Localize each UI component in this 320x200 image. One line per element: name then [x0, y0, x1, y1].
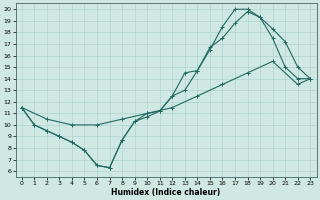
X-axis label: Humidex (Indice chaleur): Humidex (Indice chaleur) [111, 188, 221, 197]
